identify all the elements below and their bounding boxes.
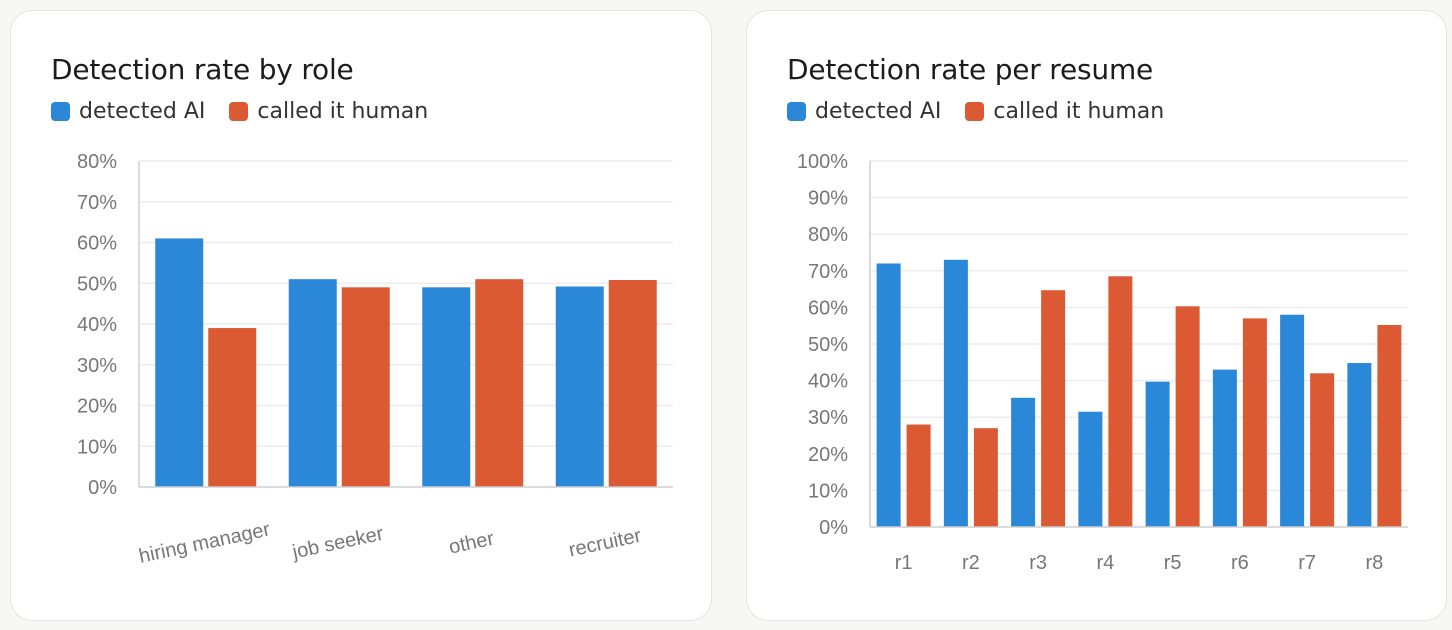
legend-swatch-detected: [51, 102, 70, 121]
y-tick-label: 0%: [88, 477, 117, 499]
resume-bar-chart: 0% 10% 20% 30% 40% 50% 60% 70% 80% 90% 100% r1 r2 r3 r…: [797, 151, 1408, 574]
x-tick-label: recruiter: [567, 525, 644, 562]
chart-legend: detected AI called it human: [51, 99, 428, 124]
bar-detected: [1011, 397, 1036, 527]
y-tick-label: 70%: [77, 192, 117, 214]
y-tick-label: 20%: [77, 396, 117, 418]
y-tick-label: 20%: [808, 444, 848, 466]
bar-human: [608, 279, 657, 487]
y-tick-label: 50%: [808, 334, 848, 356]
y-tick-label: 10%: [77, 436, 117, 458]
x-tick-label: job seeker: [290, 523, 386, 564]
bar-detected: [1347, 363, 1372, 527]
x-tick-label: hiring manager: [137, 518, 272, 567]
bar-detected: [1212, 369, 1237, 527]
bar-detected: [422, 287, 471, 487]
legend-label-detected: detected AI: [815, 99, 942, 124]
legend-item-human: called it human: [229, 99, 428, 124]
bar-human: [1108, 276, 1133, 527]
role-bar-chart: 0% 10% 20% 30% 40% 50% 60% 70% 80% hiring manager…: [77, 151, 673, 568]
bar-human: [973, 428, 998, 527]
y-tick-label: 70%: [808, 261, 848, 283]
x-tick-label: r2: [962, 552, 980, 574]
chart-title: Detection rate per resume: [787, 53, 1154, 86]
y-tick-label: 50%: [77, 273, 117, 295]
y-tick-label: 80%: [77, 151, 117, 173]
x-tick-label: r8: [1365, 552, 1383, 574]
y-tick-label: 80%: [808, 224, 848, 246]
bar-human: [1041, 290, 1066, 527]
resume-chart-card: Detection rate per resume detected AI ca…: [746, 10, 1447, 621]
bar-detected: [1078, 411, 1103, 527]
x-tick-label: r4: [1096, 552, 1114, 574]
chart-legend: detected AI called it human: [787, 99, 1164, 124]
y-tick-label: 90%: [808, 188, 848, 210]
legend-item-detected: detected AI: [51, 99, 205, 124]
bar-human: [475, 279, 524, 487]
legend-swatch-human: [229, 102, 249, 121]
bar-detected: [943, 259, 968, 527]
chart-title: Detection rate by role: [51, 53, 354, 86]
legend-swatch-human: [965, 102, 985, 121]
legend-label-human: called it human: [993, 99, 1165, 124]
bar-human: [1310, 373, 1335, 527]
x-tick-label: other: [447, 528, 496, 559]
y-tick-label: 40%: [808, 371, 848, 393]
y-tick-label: 60%: [808, 297, 848, 319]
bar-detected: [1280, 314, 1305, 527]
x-tick-label: r6: [1231, 552, 1249, 574]
x-tick-label: r1: [895, 552, 913, 574]
legend-label-detected: detected AI: [79, 99, 206, 124]
bar-human: [1377, 324, 1402, 527]
y-tick-label: 30%: [808, 407, 848, 429]
bar-human: [1175, 306, 1200, 527]
bar-detected: [288, 279, 337, 487]
y-tick-label: 40%: [77, 314, 117, 336]
legend-label-human: called it human: [257, 99, 429, 124]
bar-detected: [155, 238, 204, 487]
legend-item-human: called it human: [965, 99, 1164, 124]
legend-swatch-detected: [787, 102, 806, 121]
y-tick-label: 100%: [797, 151, 848, 173]
y-tick-label: 30%: [77, 355, 117, 377]
bar-human: [906, 424, 931, 527]
bar-detected: [876, 263, 901, 527]
legend-item-detected: detected AI: [787, 99, 941, 124]
x-tick-label: r7: [1298, 552, 1316, 574]
bar-human: [208, 328, 257, 487]
y-tick-label: 10%: [808, 480, 848, 502]
y-tick-label: 60%: [77, 233, 117, 255]
bar-detected: [1145, 381, 1170, 527]
x-tick-label: r3: [1029, 552, 1047, 574]
bar-detected: [555, 286, 604, 487]
y-tick-label: 0%: [819, 517, 848, 539]
bar-human: [341, 287, 390, 487]
x-tick-label: r5: [1164, 552, 1182, 574]
role-chart-card: Detection rate by role detected AI calle…: [10, 10, 712, 621]
bar-human: [1242, 318, 1267, 527]
